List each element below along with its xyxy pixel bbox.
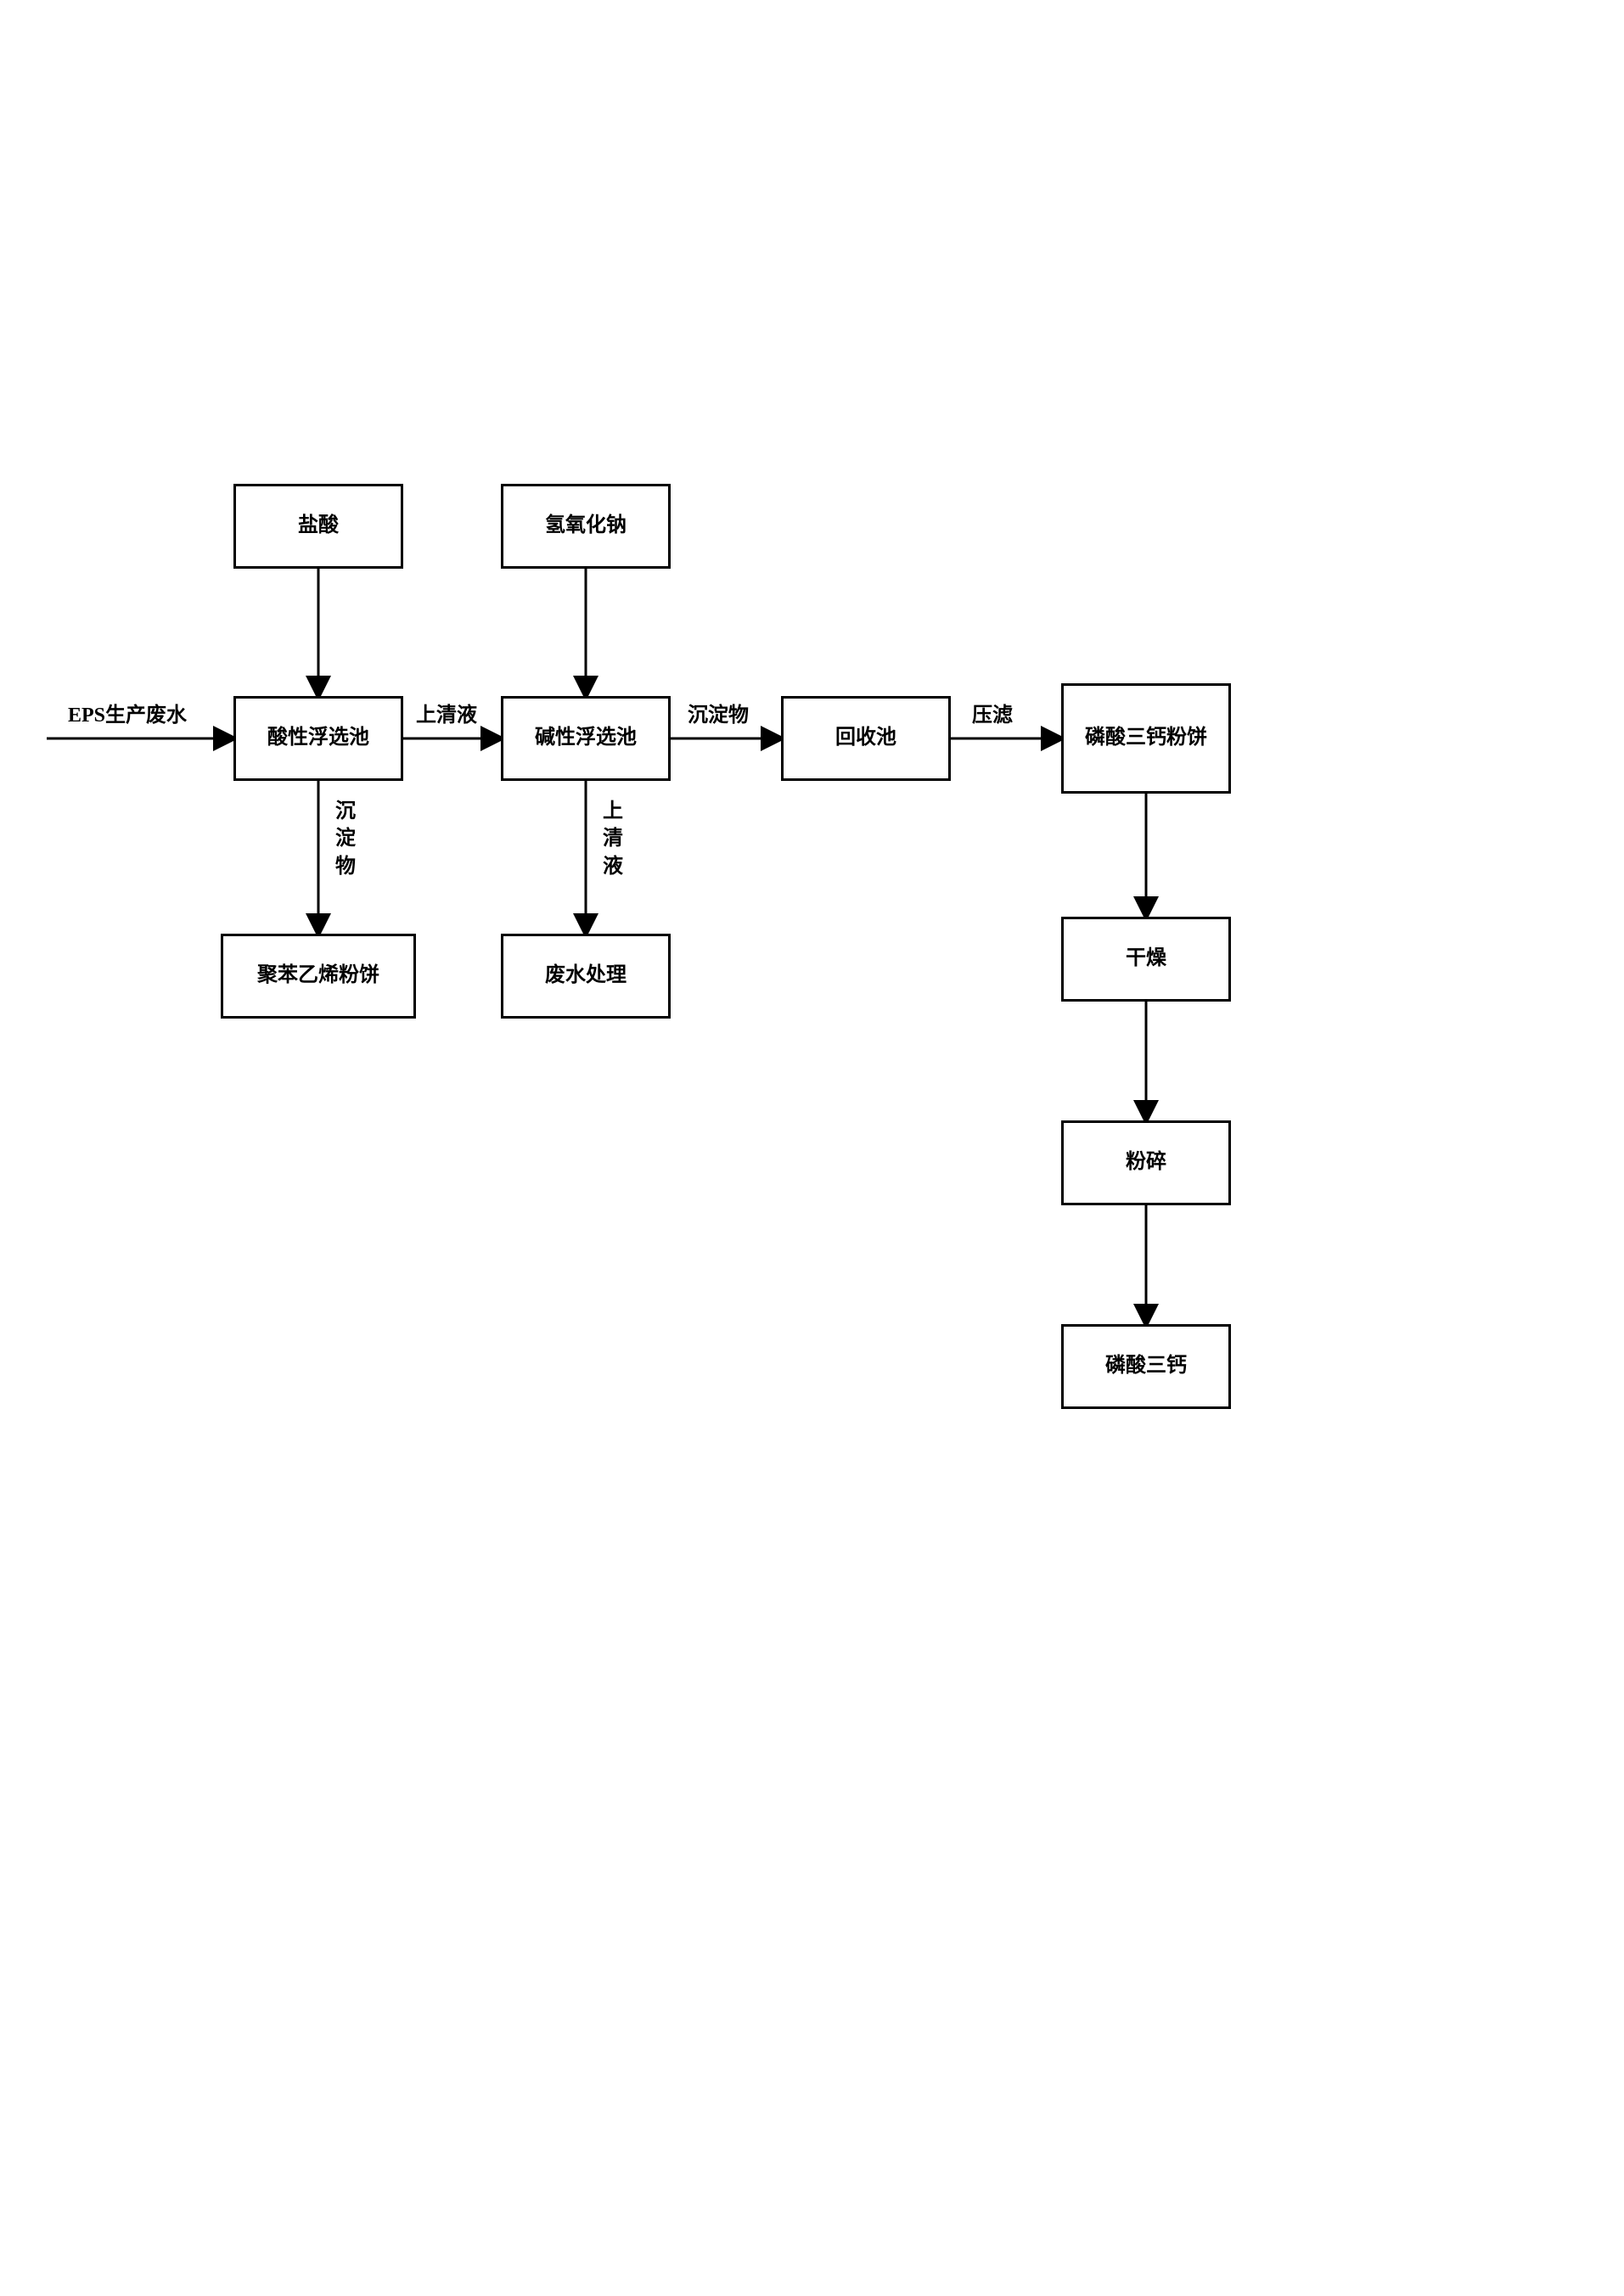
node-cake: 磷酸三钙粉饼 xyxy=(1061,683,1231,794)
node-alk-tank: 碱性浮选池 xyxy=(501,696,671,781)
edge-label-sediment2: 沉淀物 xyxy=(335,798,356,880)
node-tcp: 磷酸三钙 xyxy=(1061,1324,1231,1409)
node-grind: 粉碎 xyxy=(1061,1120,1231,1205)
node-dry: 干燥 xyxy=(1061,917,1231,1002)
node-hcl: 盐酸 xyxy=(233,484,403,569)
node-naoh: 氢氧化钠 xyxy=(501,484,671,569)
edge-label-supernatant1: 上清液 xyxy=(416,703,477,729)
node-ps-cake: 聚苯乙烯粉饼 xyxy=(221,934,416,1019)
edge-label-sediment1: 沉淀物 xyxy=(688,703,749,729)
flowchart-container: 盐酸 氢氧化钠 酸性浮选池 碱性浮选池 回收池 磷酸三钙粉饼 聚苯乙烯粉饼 废水… xyxy=(0,0,1624,2296)
node-recovery: 回收池 xyxy=(781,696,951,781)
edge-label-eps: EPS生产废水 xyxy=(68,703,187,729)
edge-label-filter: 压滤 xyxy=(972,703,1013,729)
arrow-layer xyxy=(0,0,1624,2296)
node-acid-tank: 酸性浮选池 xyxy=(233,696,403,781)
edge-label-supernatant2: 上清液 xyxy=(603,798,623,880)
node-wastewater: 废水处理 xyxy=(501,934,671,1019)
